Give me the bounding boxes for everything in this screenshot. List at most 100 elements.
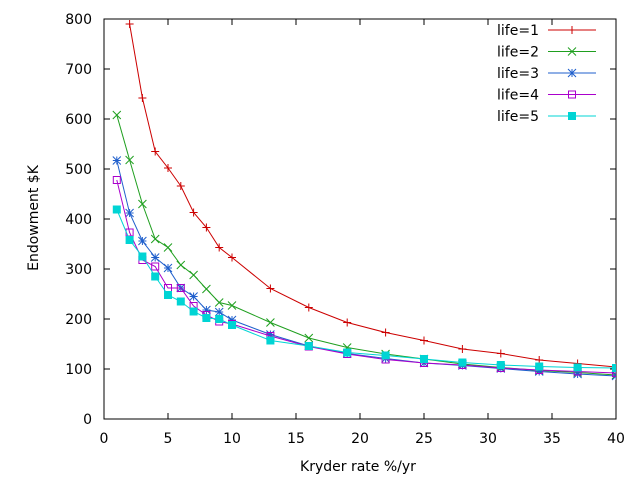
data-point <box>304 342 313 350</box>
series-life-5 <box>112 205 616 372</box>
data-point <box>215 315 224 323</box>
data-point <box>176 284 185 292</box>
data-point <box>573 363 582 372</box>
x-axis-label: Kryder rate %/yr <box>300 459 416 475</box>
data-point <box>189 208 198 217</box>
x-tick-label: 0 <box>100 431 109 447</box>
x-tick-label: 35 <box>543 431 561 447</box>
data-point <box>496 349 505 358</box>
data-point <box>420 355 428 363</box>
data-point <box>125 208 134 218</box>
data-point <box>381 351 390 360</box>
y-tick-label: 400 <box>65 212 92 228</box>
data-point <box>151 272 160 281</box>
data-point <box>568 112 576 120</box>
data-point <box>567 47 577 56</box>
series-life-4 <box>112 176 616 377</box>
series-life-2 <box>112 110 616 380</box>
y-tick-label: 500 <box>65 162 92 178</box>
data-point <box>266 330 275 339</box>
data-point <box>228 253 236 262</box>
series-layer <box>112 20 616 381</box>
data-point <box>163 243 173 252</box>
data-point <box>202 223 211 232</box>
data-point <box>202 284 211 294</box>
legend-label: life=3 <box>497 66 539 82</box>
data-point <box>202 314 211 322</box>
data-point <box>112 176 121 184</box>
y-tick-label: 800 <box>65 12 92 28</box>
series-life-1 <box>125 20 616 371</box>
data-point <box>164 164 172 172</box>
data-point <box>611 370 616 380</box>
data-point <box>138 94 147 102</box>
data-point <box>304 303 313 312</box>
data-point <box>612 364 616 372</box>
data-point <box>150 253 160 262</box>
data-point <box>125 155 134 165</box>
x-tick-label: 40 <box>607 431 625 447</box>
y-tick-label: 300 <box>65 262 92 278</box>
legend-label: life=4 <box>497 88 539 104</box>
data-point <box>343 318 352 327</box>
x-tick-label: 15 <box>287 431 305 447</box>
data-point <box>164 291 172 299</box>
data-point <box>150 234 160 244</box>
x-tick-label: 25 <box>415 431 433 447</box>
legend: life=1 life=2 life=3 life=4 life=5 <box>497 23 596 125</box>
data-point <box>496 361 505 369</box>
legend-label: life=2 <box>497 45 539 61</box>
data-point <box>228 321 236 329</box>
data-point <box>112 110 122 120</box>
series-line <box>116 114 616 376</box>
data-point <box>163 263 173 273</box>
y-tick-label: 100 <box>65 362 92 378</box>
y-tick-label: 700 <box>65 62 92 78</box>
data-point <box>343 348 352 357</box>
y-tick-label: 0 <box>83 412 92 428</box>
series-life-3 <box>112 156 616 381</box>
data-point <box>151 147 160 156</box>
x-tick-label: 30 <box>479 431 497 447</box>
data-point <box>534 367 544 376</box>
data-point <box>202 305 211 315</box>
data-point <box>176 297 185 306</box>
data-point <box>189 292 198 301</box>
data-point <box>176 260 186 270</box>
data-point <box>266 336 275 345</box>
data-point <box>567 68 577 78</box>
data-point <box>266 284 275 293</box>
y-axis-label: Endowment $K <box>26 164 42 271</box>
x-tick-label: 10 <box>223 431 241 447</box>
data-point <box>189 270 198 280</box>
data-point <box>112 156 122 165</box>
series-line <box>116 209 616 369</box>
data-point <box>420 336 428 345</box>
x-tick-label: 5 <box>164 431 173 447</box>
data-point <box>535 362 544 371</box>
data-point <box>189 307 198 316</box>
data-point <box>568 26 576 34</box>
series-line <box>116 160 616 377</box>
data-point <box>215 243 224 252</box>
data-point <box>176 182 185 190</box>
data-point <box>266 318 275 327</box>
data-point <box>214 298 224 307</box>
data-point <box>214 307 224 317</box>
data-point <box>381 328 390 337</box>
data-point <box>458 345 467 353</box>
legend-label: life=1 <box>497 23 539 39</box>
data-point <box>458 358 467 367</box>
data-point <box>112 205 121 214</box>
data-point <box>151 262 160 271</box>
data-point <box>138 252 147 261</box>
data-point <box>304 333 314 343</box>
data-point <box>138 199 147 209</box>
y-tick-label: 600 <box>65 112 92 128</box>
legend-label: life=5 <box>497 109 539 125</box>
x-tick-label: 20 <box>351 431 369 447</box>
data-point <box>573 369 582 379</box>
data-point <box>227 301 237 310</box>
data-point <box>568 90 576 99</box>
